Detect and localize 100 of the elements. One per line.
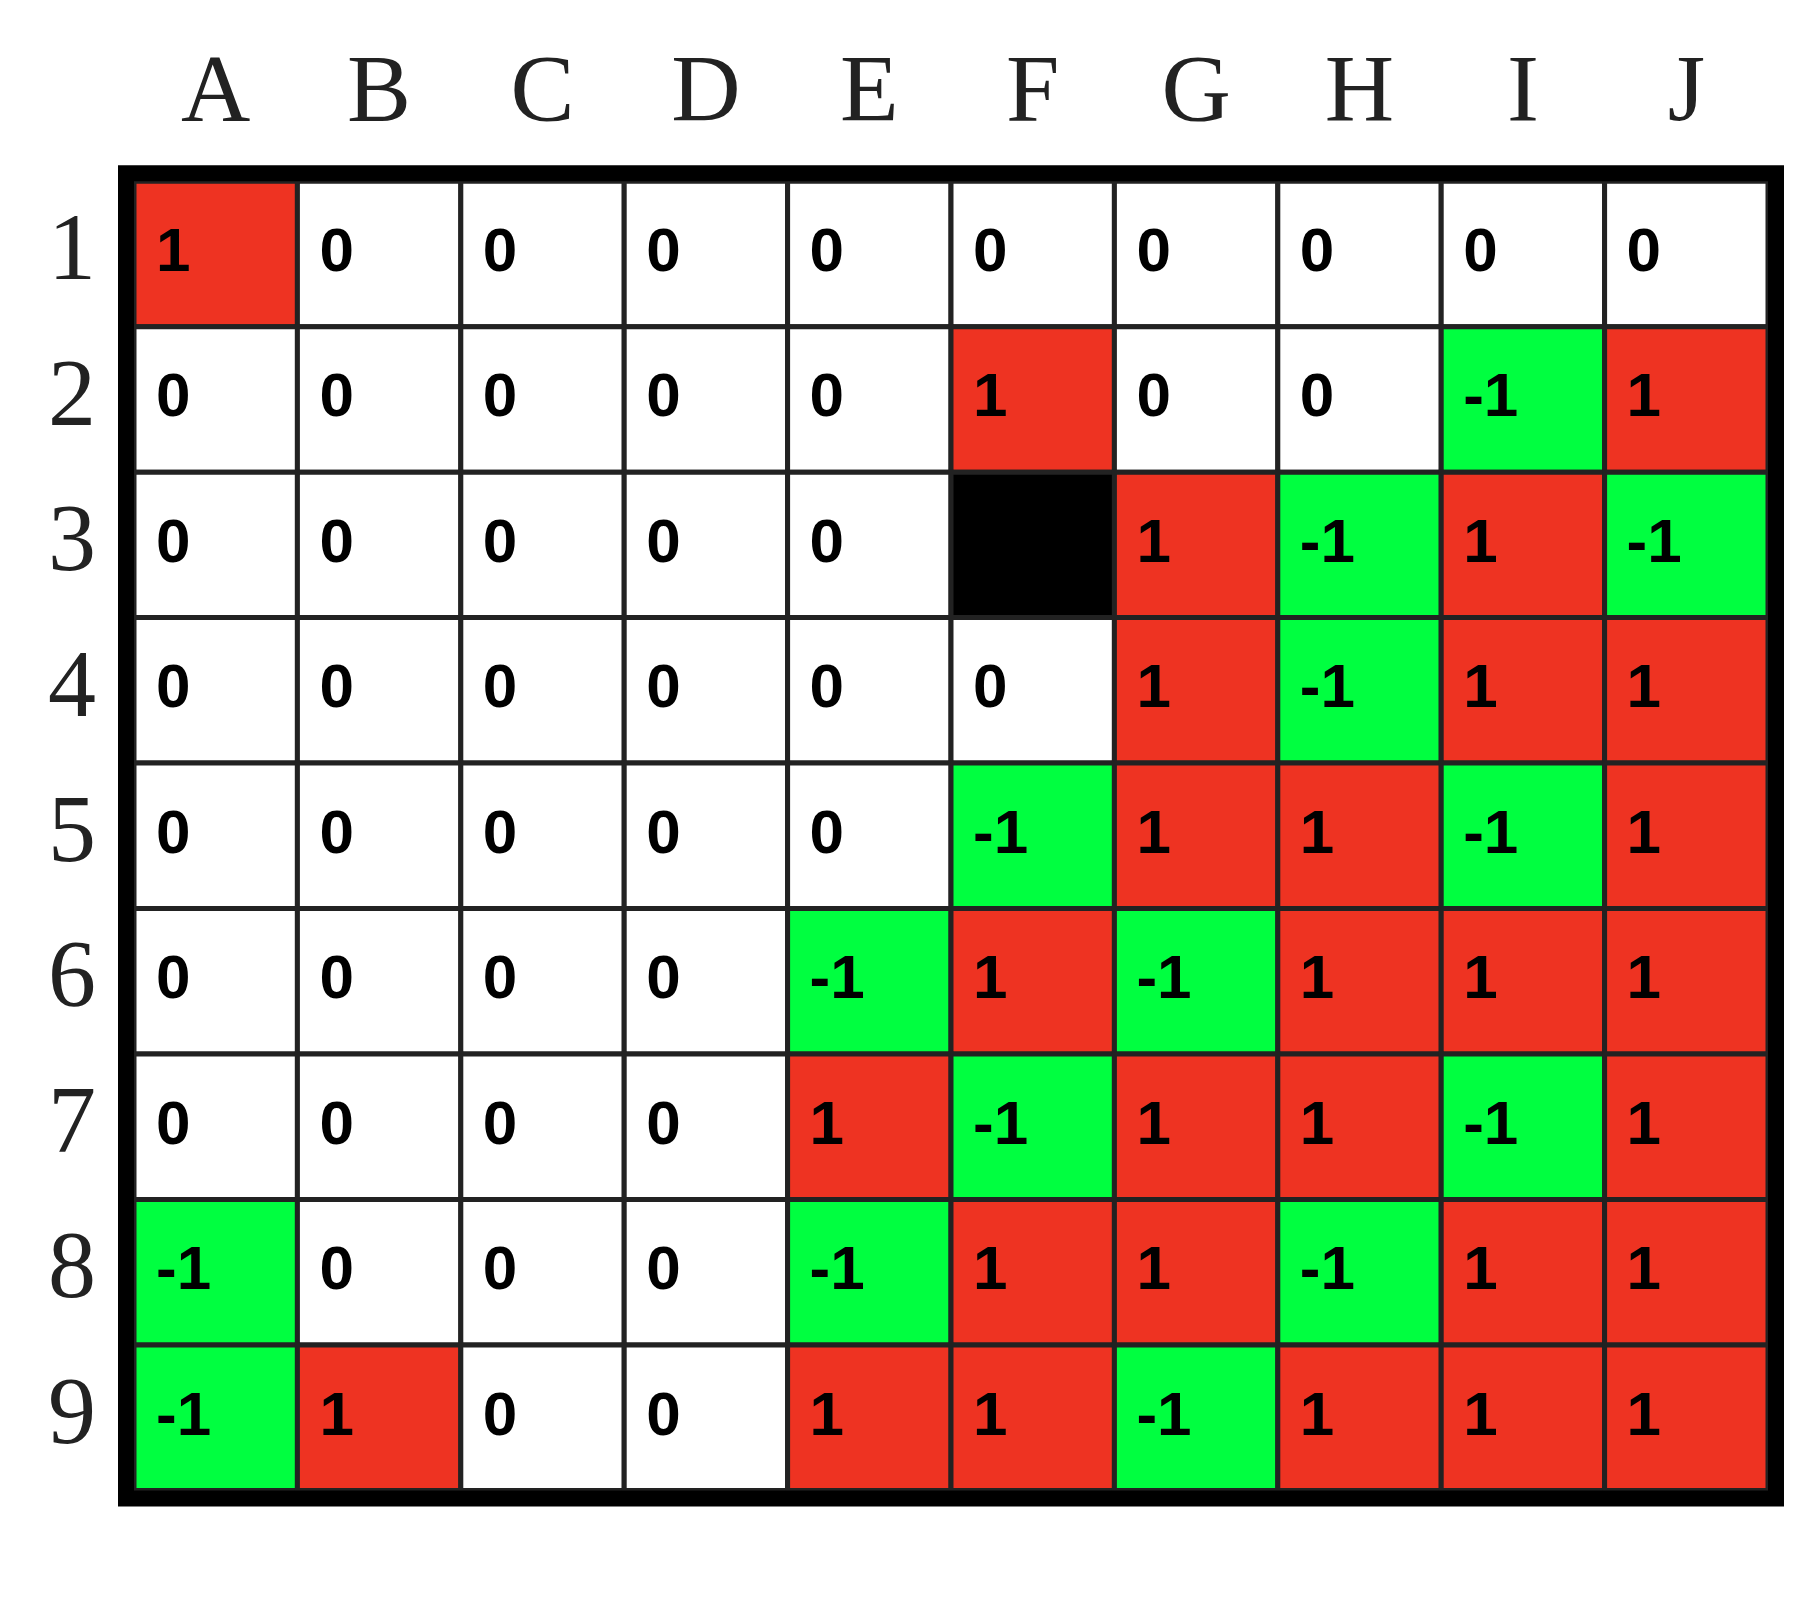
data-label: 0 — [646, 942, 681, 1012]
data-label: -1 — [809, 942, 865, 1012]
data-label: 0 — [809, 360, 845, 430]
data-label: 0 — [319, 215, 354, 285]
data-label: 0 — [809, 215, 845, 285]
data-label: 1 — [156, 215, 191, 285]
data-label: 0 — [319, 505, 354, 575]
x-tick-label: D — [671, 34, 741, 142]
data-label: 0 — [973, 215, 1008, 285]
data-label: -1 — [1299, 1233, 1355, 1303]
data-label: 0 — [1136, 215, 1171, 285]
data-label: 0 — [482, 942, 518, 1012]
x-tick-label: A — [181, 34, 251, 142]
data-label: 0 — [319, 942, 354, 1012]
y-tick-label: 4 — [48, 629, 96, 737]
data-label: 1 — [1463, 942, 1498, 1012]
y-tick-label: 2 — [48, 338, 96, 446]
data-label: 0 — [1299, 360, 1335, 430]
y-tick-label: 8 — [48, 1211, 96, 1319]
data-label: 0 — [646, 1378, 681, 1448]
x-tick-label: H — [1324, 34, 1395, 142]
data-label: 0 — [646, 215, 681, 285]
data-label: 0 — [156, 1087, 191, 1157]
data-label: 0 — [156, 360, 191, 430]
y-tick-label: 9 — [48, 1356, 96, 1464]
data-label: 1 — [1463, 1233, 1498, 1303]
data-label: 1 — [1136, 505, 1171, 575]
x-tick-label: G — [1161, 34, 1231, 142]
data-label: 0 — [482, 1233, 518, 1303]
data-label: 0 — [156, 796, 191, 866]
data-label: 1 — [973, 942, 1008, 1012]
data-label: 1 — [1463, 505, 1498, 575]
data-label: 1 — [1136, 796, 1171, 866]
data-label: 1 — [1626, 651, 1662, 721]
data-label: 1 — [1463, 1378, 1498, 1448]
data-label: 1 — [973, 360, 1008, 430]
data-label: -1 — [809, 1233, 865, 1303]
data-label: 0 — [1299, 215, 1335, 285]
data-label: 0 — [809, 505, 845, 575]
data-label: 1 — [973, 1378, 1008, 1448]
data-label: 0 — [482, 505, 518, 575]
data-label: -1 — [973, 1087, 1029, 1157]
data-label: 0 — [1626, 215, 1662, 285]
data-label: -1 — [1136, 942, 1192, 1012]
data-label: 1 — [1299, 796, 1335, 866]
data-label: 1 — [1136, 651, 1171, 721]
data-label: 0 — [1463, 215, 1498, 285]
data-label: -1 — [1463, 360, 1519, 430]
data-label: 1 — [809, 1087, 845, 1157]
data-label: 0 — [646, 796, 681, 866]
data-label: -1 — [156, 1378, 212, 1448]
data-label: 0 — [319, 360, 354, 430]
data-label: 1 — [1299, 1378, 1335, 1448]
data-label: 1 — [1136, 1087, 1171, 1157]
data-label: -1 — [1136, 1378, 1192, 1448]
data-label: -1 — [1626, 505, 1682, 575]
data-label: -1 — [156, 1233, 212, 1303]
data-label: 0 — [319, 796, 354, 866]
data-label: 0 — [482, 651, 518, 721]
x-tick-label: I — [1506, 34, 1539, 142]
data-label: 0 — [482, 360, 518, 430]
data-label: 0 — [646, 360, 681, 430]
data-label: 0 — [1136, 360, 1171, 430]
data-label: 0 — [319, 1087, 354, 1157]
data-label: 0 — [319, 1233, 354, 1303]
data-label: 0 — [156, 942, 191, 1012]
data-label: 0 — [156, 505, 191, 575]
data-label: 0 — [482, 215, 518, 285]
data-label: 1 — [1626, 1087, 1662, 1157]
x-tick-label: B — [347, 34, 412, 142]
data-label: -1 — [1299, 505, 1355, 575]
data-label: 0 — [809, 651, 845, 721]
data-label: 0 — [482, 796, 518, 866]
data-label: 0 — [319, 651, 354, 721]
data-label: 1 — [809, 1378, 845, 1448]
data-label: 1 — [1136, 1233, 1171, 1303]
data-label: 1 — [1626, 360, 1662, 430]
data-label: 0 — [156, 651, 191, 721]
y-tick-label: 5 — [48, 775, 96, 883]
data-label: 0 — [809, 796, 845, 866]
data-label: 1 — [1463, 651, 1498, 721]
y-tick-label: 3 — [48, 484, 96, 592]
x-tick-label: E — [839, 34, 899, 142]
data-label: 0 — [646, 1233, 681, 1303]
y-tick-label: 6 — [48, 920, 96, 1028]
data-label: 0 — [482, 1087, 518, 1157]
data-label: 0 — [482, 1378, 518, 1448]
data-label: 0 — [646, 1087, 681, 1157]
data-label: 0 — [646, 651, 681, 721]
data-label: -1 — [1299, 651, 1355, 721]
x-tick-label: J — [1667, 34, 1705, 142]
data-label: 1 — [973, 1233, 1008, 1303]
data-label: 1 — [1626, 942, 1662, 1012]
data-label: 0 — [973, 651, 1008, 721]
data-label: 1 — [1299, 942, 1335, 1012]
y-tick-label: 1 — [48, 193, 96, 301]
data-label: 1 — [1299, 1087, 1335, 1157]
data-label: -1 — [973, 796, 1029, 866]
x-tick-label: C — [510, 34, 575, 142]
data-label: 1 — [319, 1378, 354, 1448]
